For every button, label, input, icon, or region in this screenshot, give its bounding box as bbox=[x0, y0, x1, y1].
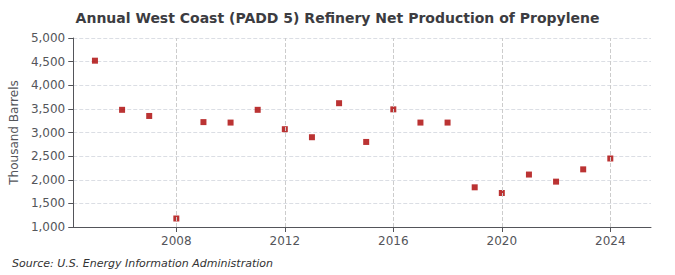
svg-text:2016: 2016 bbox=[378, 234, 409, 248]
svg-text:2,500: 2,500 bbox=[31, 149, 65, 163]
svg-text:2,000: 2,000 bbox=[31, 173, 65, 187]
svg-text:5,000: 5,000 bbox=[31, 31, 65, 45]
svg-text:4,000: 4,000 bbox=[31, 78, 65, 92]
svg-text:2008: 2008 bbox=[161, 234, 192, 248]
svg-text:2020: 2020 bbox=[487, 234, 518, 248]
svg-text:2024: 2024 bbox=[595, 234, 626, 248]
svg-text:2012: 2012 bbox=[270, 234, 301, 248]
svg-text:Thousand Barrels: Thousand Barrels bbox=[7, 80, 21, 185]
svg-text:Source: U.S. Energy Informatio: Source: U.S. Energy Information Administ… bbox=[12, 257, 273, 270]
svg-text:3,000: 3,000 bbox=[31, 126, 65, 140]
svg-text:Annual West Coast (PADD 5) Ref: Annual West Coast (PADD 5) Refinery Net … bbox=[76, 10, 600, 26]
svg-text:1,500: 1,500 bbox=[31, 196, 65, 210]
svg-text:4,500: 4,500 bbox=[31, 55, 65, 69]
svg-text:3,500: 3,500 bbox=[31, 102, 65, 116]
svg-text:1,000: 1,000 bbox=[31, 220, 65, 234]
